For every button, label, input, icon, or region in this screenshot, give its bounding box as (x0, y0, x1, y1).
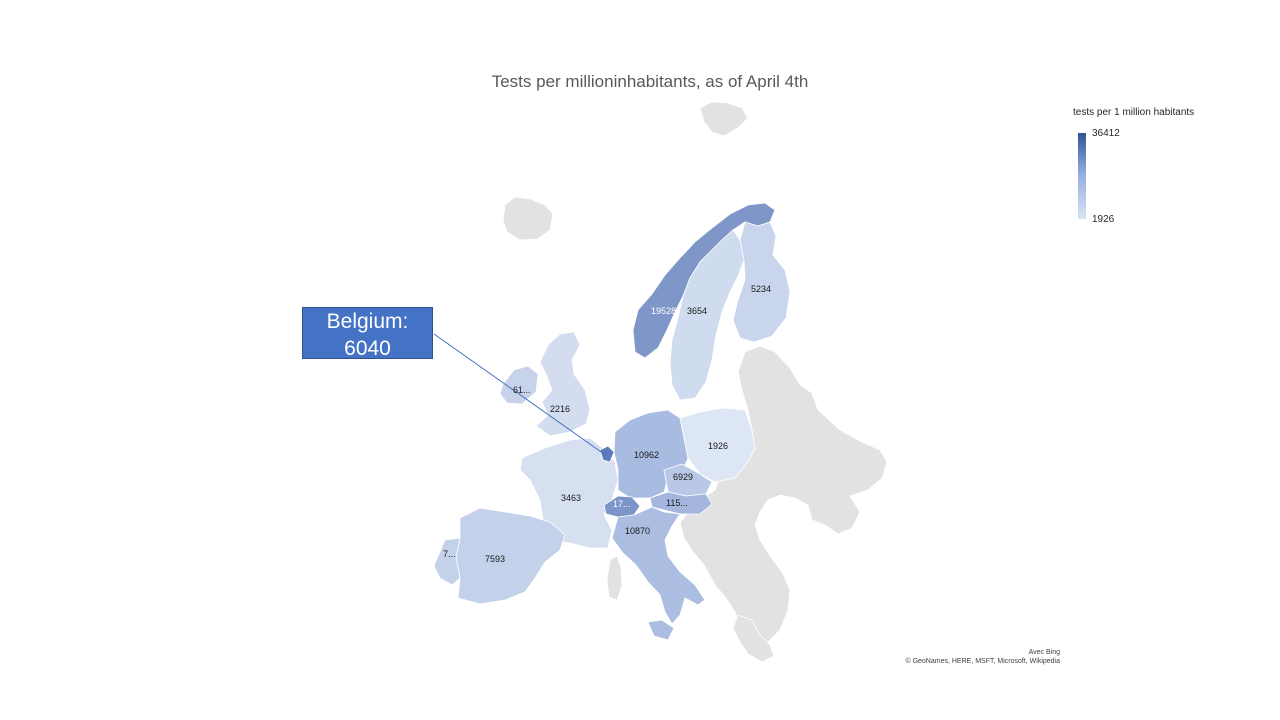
label-spain: 7593 (485, 554, 505, 564)
label-united-kingdom: 2216 (550, 404, 570, 414)
region-svalbard (699, 101, 749, 137)
attribution-line-1: Avec Bing (1028, 649, 1060, 656)
map-attribution: Avec Bing © GeoNames, HERE, MSFT, Micros… (880, 648, 1060, 666)
label-germany: 10962 (634, 450, 659, 460)
region-sweden (669, 229, 746, 401)
region-portugal (433, 537, 461, 586)
region-austria (649, 491, 713, 515)
region-belgium (599, 445, 615, 463)
label-switzerland: 17... (613, 499, 631, 509)
region-italy (611, 506, 706, 625)
label-czechia: 6929 (673, 472, 693, 482)
label-france: 3463 (561, 493, 581, 503)
region-poland (679, 407, 756, 483)
region-labels: 19528 3654 5234 61... 2216 10962 1926 69… (443, 284, 771, 564)
label-norway: 19528 (651, 306, 676, 316)
label-ireland: 61... (513, 385, 531, 395)
label-italy: 10870 (625, 526, 650, 536)
region-eastern-europe (679, 345, 888, 651)
data-regions (433, 202, 791, 641)
label-austria: 115... (666, 498, 688, 508)
region-corsica-sardinia (606, 555, 623, 601)
legend-max-value: 36412 (1092, 128, 1120, 139)
region-switzerland (603, 495, 641, 518)
callout-line-2: 6040 (344, 337, 391, 360)
region-ireland (499, 365, 539, 405)
callout-leader-line (433, 333, 605, 455)
region-greece (732, 614, 775, 663)
label-poland: 1926 (708, 441, 728, 451)
legend-gradient-bar (1078, 133, 1086, 219)
legend-title: tests per 1 million habitants (1073, 107, 1195, 118)
legend-min-value: 1926 (1092, 214, 1115, 225)
label-sweden: 3654 (687, 306, 707, 316)
region-sicily (647, 619, 675, 641)
label-finland: 5234 (751, 284, 771, 294)
attribution-line-2: © GeoNames, HERE, MSFT, Microsoft, Wikip… (905, 658, 1060, 665)
label-portugal: 7... (443, 549, 456, 559)
region-iceland (502, 196, 554, 241)
callout-line-1: Belgium: (326, 310, 409, 333)
no-data-regions (502, 101, 888, 663)
region-united-kingdom (535, 331, 591, 437)
region-finland (732, 221, 791, 343)
belgium-callout: Belgium: 6040 (302, 307, 433, 360)
region-spain (455, 507, 566, 605)
chart-title: Tests per millioninhabitants, as of Apri… (491, 72, 809, 91)
